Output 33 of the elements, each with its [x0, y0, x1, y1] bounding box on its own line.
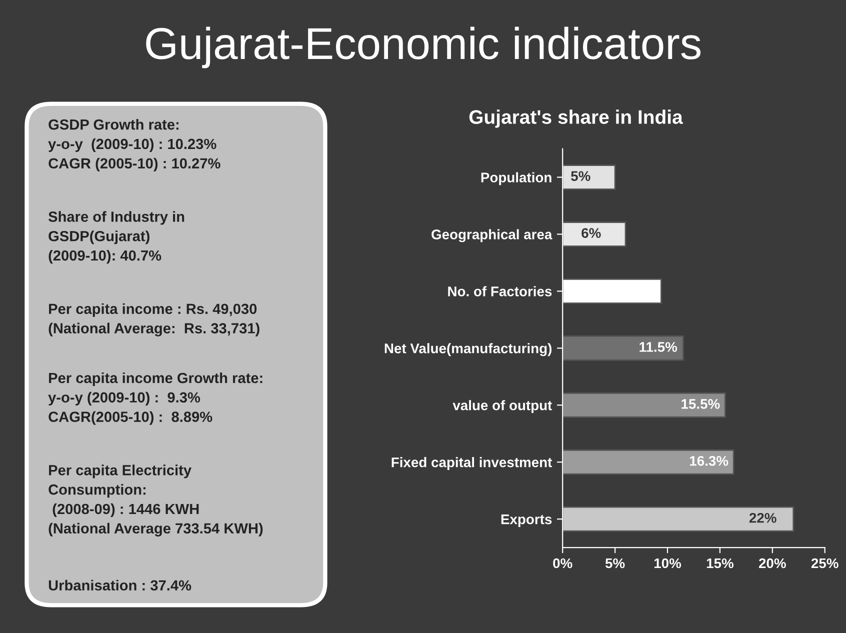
bar — [562, 222, 626, 247]
y-tick-label: Geographical area — [432, 229, 552, 242]
bar — [562, 506, 794, 532]
x-tick-label: 0% — [553, 558, 572, 568]
y-tick-label: Exports — [501, 514, 552, 527]
text: Per capita income Growth rate: y-o-y (2009-10) : 9.3% CAGR(2005-10) : 8.89% — [48, 372, 262, 425]
y-tick-label: value of output — [452, 400, 552, 414]
text: Share of Industry in GSDP(Gujarat) (2009-10): 40.7% — [48, 211, 184, 264]
data-label: 16.3% — [690, 456, 728, 466]
data-label: 15.5% — [682, 399, 720, 409]
bar — [562, 449, 734, 475]
bar — [562, 335, 684, 361]
text: Per capita income : Rs. 49,030 (National Average: Rs. 33,731) — [48, 303, 260, 336]
x-tick-label: 20% — [758, 558, 786, 568]
text: Urbanisation : 37.4% — [48, 580, 192, 591]
y-tick-label: No. of Factories — [448, 286, 552, 296]
y-tick-label: Fixed capital investment — [392, 457, 552, 470]
text: Gujarat-Economic indicators — [146, 26, 701, 68]
bar — [562, 164, 616, 190]
text: GSDP Growth rate: y-o-y (2009-10) : 10.23% CAGR (2005-10) : 10.27% — [48, 119, 220, 172]
data-label: 5% — [571, 171, 590, 181]
bar — [562, 392, 726, 418]
chart-title: Gujarat's share in India — [469, 110, 683, 128]
data-label: 6% — [582, 228, 601, 238]
x-tick-label: 5% — [605, 558, 625, 568]
y-tick-label: Net Value(manufacturing) — [384, 343, 552, 356]
data-label: 22% — [749, 512, 776, 523]
x-tick-label: 25% — [811, 558, 838, 568]
x-tick-label: 10% — [654, 558, 682, 568]
x-tick-label: 15% — [706, 558, 734, 568]
y-tick-label: Population — [481, 172, 552, 186]
text: Per capita Electricity Consumption: (2008-09) : 1446 KWH (National Average 733.54 KWH) — [48, 464, 263, 536]
data-label: 11.5% — [640, 342, 678, 352]
